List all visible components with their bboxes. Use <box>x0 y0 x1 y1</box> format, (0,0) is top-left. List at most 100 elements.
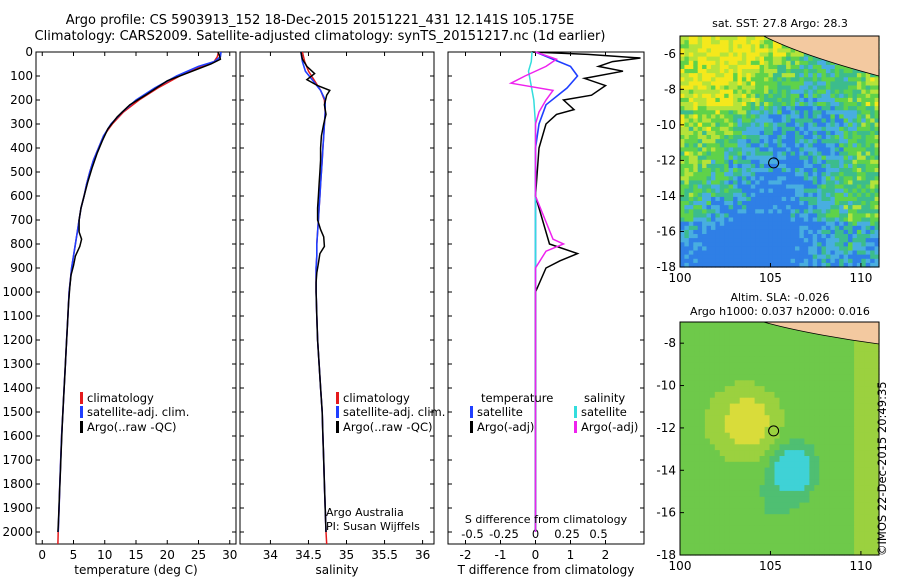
map-cell <box>812 209 818 214</box>
map-cell <box>779 444 786 451</box>
map-cell <box>715 201 721 206</box>
map-cell <box>777 192 783 198</box>
map-cell <box>865 168 871 173</box>
map-cell <box>688 242 694 247</box>
map-cell <box>724 151 730 157</box>
map-cell <box>715 238 721 243</box>
map-cell <box>724 426 731 434</box>
map-cell <box>874 188 880 194</box>
map-cell <box>724 479 731 486</box>
map-cell <box>759 242 765 247</box>
map-cell <box>777 126 783 132</box>
map-cell <box>724 97 730 103</box>
map-cell <box>781 159 787 165</box>
map-cell <box>812 217 818 223</box>
map-cell <box>699 520 706 527</box>
map-cell <box>729 450 736 457</box>
map-cell <box>864 450 870 457</box>
map-cell <box>848 201 853 206</box>
map-cell <box>715 234 721 239</box>
map-cell <box>809 374 815 381</box>
map-cell <box>746 213 752 219</box>
map-cell <box>697 118 703 124</box>
map-cell <box>777 221 783 227</box>
legend-label: Argo(..raw -QC) <box>343 420 433 434</box>
map-cell <box>844 537 850 544</box>
map-cell <box>680 549 686 556</box>
map-cell <box>830 110 836 115</box>
map-cell <box>728 201 734 206</box>
map-cell <box>697 196 703 202</box>
map-cell <box>869 461 875 469</box>
map-cell <box>789 438 796 445</box>
map-cell <box>852 221 858 227</box>
map-cell <box>764 52 769 58</box>
map-cell <box>870 217 876 223</box>
map-cell <box>702 242 708 247</box>
map-cell <box>803 159 809 165</box>
map-cell <box>852 225 858 231</box>
legend-swatch <box>470 421 473 433</box>
map-cell <box>789 514 796 521</box>
map-cell <box>699 456 706 463</box>
map-cell <box>741 225 747 231</box>
map-cell <box>786 151 792 157</box>
map-cell <box>755 139 761 144</box>
map-cell <box>854 450 860 457</box>
map-cell <box>830 238 836 243</box>
map-cell <box>790 225 796 231</box>
map-cell <box>812 93 818 99</box>
map-cell <box>699 386 706 393</box>
map-cell <box>764 479 771 486</box>
map-cell <box>734 467 741 474</box>
map-cell <box>733 48 739 54</box>
map-cell <box>764 163 769 169</box>
legend-swatch <box>470 406 473 418</box>
map-cell <box>821 159 827 165</box>
map-cell <box>697 250 703 256</box>
map-cell <box>864 456 870 463</box>
map-cell <box>799 135 805 140</box>
map-cell <box>843 258 849 264</box>
map-cell <box>764 450 771 457</box>
map-cell <box>754 432 761 440</box>
map-cell <box>724 258 730 264</box>
map-cell <box>839 122 845 128</box>
map-cell <box>702 201 708 206</box>
map-cell <box>719 262 725 268</box>
legend1-climatology: climatology <box>80 391 154 405</box>
map-cell <box>755 56 761 62</box>
map-cell <box>680 48 685 54</box>
map-cell <box>754 496 761 504</box>
map-cell <box>774 415 781 422</box>
map-cell <box>824 537 830 544</box>
map-cell <box>709 409 716 416</box>
map-cell <box>825 242 831 247</box>
map-cell <box>755 168 761 173</box>
map-cell <box>808 176 814 181</box>
map-cell <box>733 52 739 58</box>
map-cell <box>764 339 771 346</box>
sla-map-title-1: Altim. SLA: -0.026 <box>730 291 830 304</box>
map-cell <box>764 520 771 527</box>
map-cell <box>764 81 769 87</box>
map-cell <box>741 102 747 107</box>
map-cell <box>794 339 800 346</box>
map-cell <box>777 143 783 148</box>
map-cell <box>694 520 701 527</box>
map-cell <box>749 362 756 370</box>
map-cell <box>680 81 685 87</box>
map-cell <box>706 102 712 107</box>
map-cell <box>825 143 831 148</box>
map-cell <box>794 409 800 416</box>
map-cell <box>754 415 761 422</box>
map-cell <box>688 69 694 74</box>
map-cell <box>834 73 840 78</box>
map-cell <box>706 73 712 78</box>
map-cell <box>777 262 783 268</box>
map-cell <box>755 97 761 103</box>
map-cell <box>684 229 690 235</box>
map-cell <box>741 64 747 70</box>
map-cell <box>704 374 711 381</box>
